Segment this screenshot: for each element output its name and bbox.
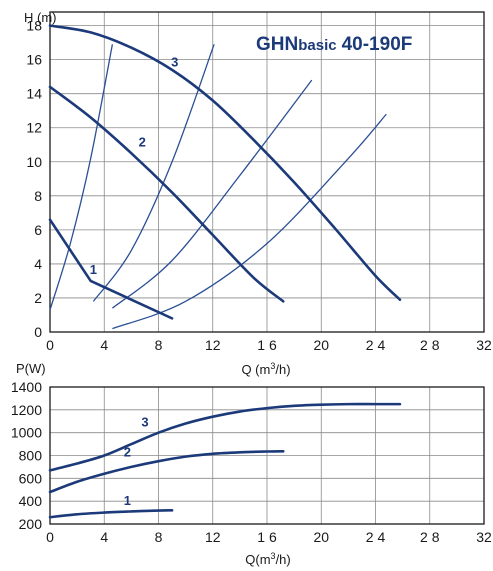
system-curve-3 xyxy=(111,79,313,309)
head-y-tick-label: 8 xyxy=(34,188,42,204)
head-x-tick-label: 2 8 xyxy=(420,337,440,353)
power-curve-label-3: 3 xyxy=(141,414,148,429)
head-curve-label-3: 3 xyxy=(171,54,178,69)
power-x-tick-label: 4 xyxy=(100,529,108,545)
power-y-tick-label: 1400 xyxy=(11,379,42,395)
power-y-tick-label: 1200 xyxy=(11,402,42,418)
power-x-tick-label: 2 8 xyxy=(420,529,440,545)
head-curve-label-2: 2 xyxy=(139,134,146,149)
power-x-axis-label-post: /h) xyxy=(276,552,291,567)
power-x-tick-label: 12 xyxy=(205,529,221,545)
power-y-tick-label: 400 xyxy=(19,493,43,509)
chart-title-brand: GHN xyxy=(256,34,298,55)
head-y-tick-label: 0 xyxy=(34,324,42,340)
power-curve-1 xyxy=(48,509,174,519)
head-y-tick-label: 2 xyxy=(34,290,42,306)
power-x-tick-label: 0 xyxy=(46,529,54,545)
power-frame xyxy=(49,386,485,525)
power-x-tick-label: 20 xyxy=(313,529,329,545)
head-x-tick-label: 0 xyxy=(46,337,54,353)
head-y-tick-label: 10 xyxy=(26,154,42,170)
head-y-tick-label: 18 xyxy=(26,18,42,34)
power-curve-label-2: 2 xyxy=(124,445,131,460)
power-x-tick-label: 1 6 xyxy=(257,529,277,545)
power-curve-3 xyxy=(48,402,402,472)
power-x-tick-label: 2 4 xyxy=(366,529,386,545)
head-y-axis-label: H (m) xyxy=(24,10,57,25)
head-y-tick-label: 12 xyxy=(26,120,42,136)
head-x-tick-label: 4 xyxy=(100,337,108,353)
power-curve-label-1: 1 xyxy=(124,493,131,508)
power-y-tick-label: 1000 xyxy=(11,425,42,441)
head-curve-1 xyxy=(48,218,174,320)
head-y-tick-label: 16 xyxy=(26,52,42,68)
chart-title: GHNbasic 40-190F xyxy=(256,34,412,55)
head-y-tick-label: 4 xyxy=(34,256,42,272)
head-y-tick-label: 6 xyxy=(34,222,42,238)
head-x-tick-label: 1 6 xyxy=(257,337,277,353)
chart-title-series: basic xyxy=(298,37,336,54)
system-curve-1 xyxy=(49,44,114,311)
power-y-tick-label: 200 xyxy=(19,516,43,532)
head-x-tick-label: 32 xyxy=(476,337,492,353)
head-x-axis-label-post: /h) xyxy=(275,362,290,377)
power-x-axis-label-pre: Q(m xyxy=(245,552,270,567)
head-frame xyxy=(49,11,485,333)
system-curve-4 xyxy=(112,113,387,330)
head-curve-2 xyxy=(48,85,285,303)
power-x-axis-label: Q(m3/h) xyxy=(245,551,290,567)
head-x-tick-label: 20 xyxy=(313,337,329,353)
head-x-axis-label: Q (m3/h) xyxy=(241,361,290,377)
power-x-axis-label-sup: 3 xyxy=(271,551,276,561)
head-series xyxy=(48,24,402,320)
chart-title-model: 40-190F xyxy=(342,34,413,55)
head-x-tick-label: 2 4 xyxy=(366,337,386,353)
power-x-tick-label: 8 xyxy=(155,529,163,545)
power-x-tick-label: 32 xyxy=(476,529,492,545)
head-x-axis-label-sup: 3 xyxy=(270,361,275,371)
head-curve-3 xyxy=(48,24,402,301)
power-y-tick-label: 600 xyxy=(19,470,43,486)
power-curve-2 xyxy=(48,449,285,494)
head-x-tick-label: 12 xyxy=(205,337,221,353)
power-series xyxy=(48,402,402,519)
power-y-axis-label: P(W) xyxy=(16,361,46,376)
head-x-axis-label-pre: Q (m xyxy=(241,362,270,377)
head-curve-label-1: 1 xyxy=(90,262,97,277)
power-y-tick-label: 800 xyxy=(19,448,43,464)
head-x-tick-label: 8 xyxy=(155,337,163,353)
head-y-tick-label: 14 xyxy=(26,86,42,102)
